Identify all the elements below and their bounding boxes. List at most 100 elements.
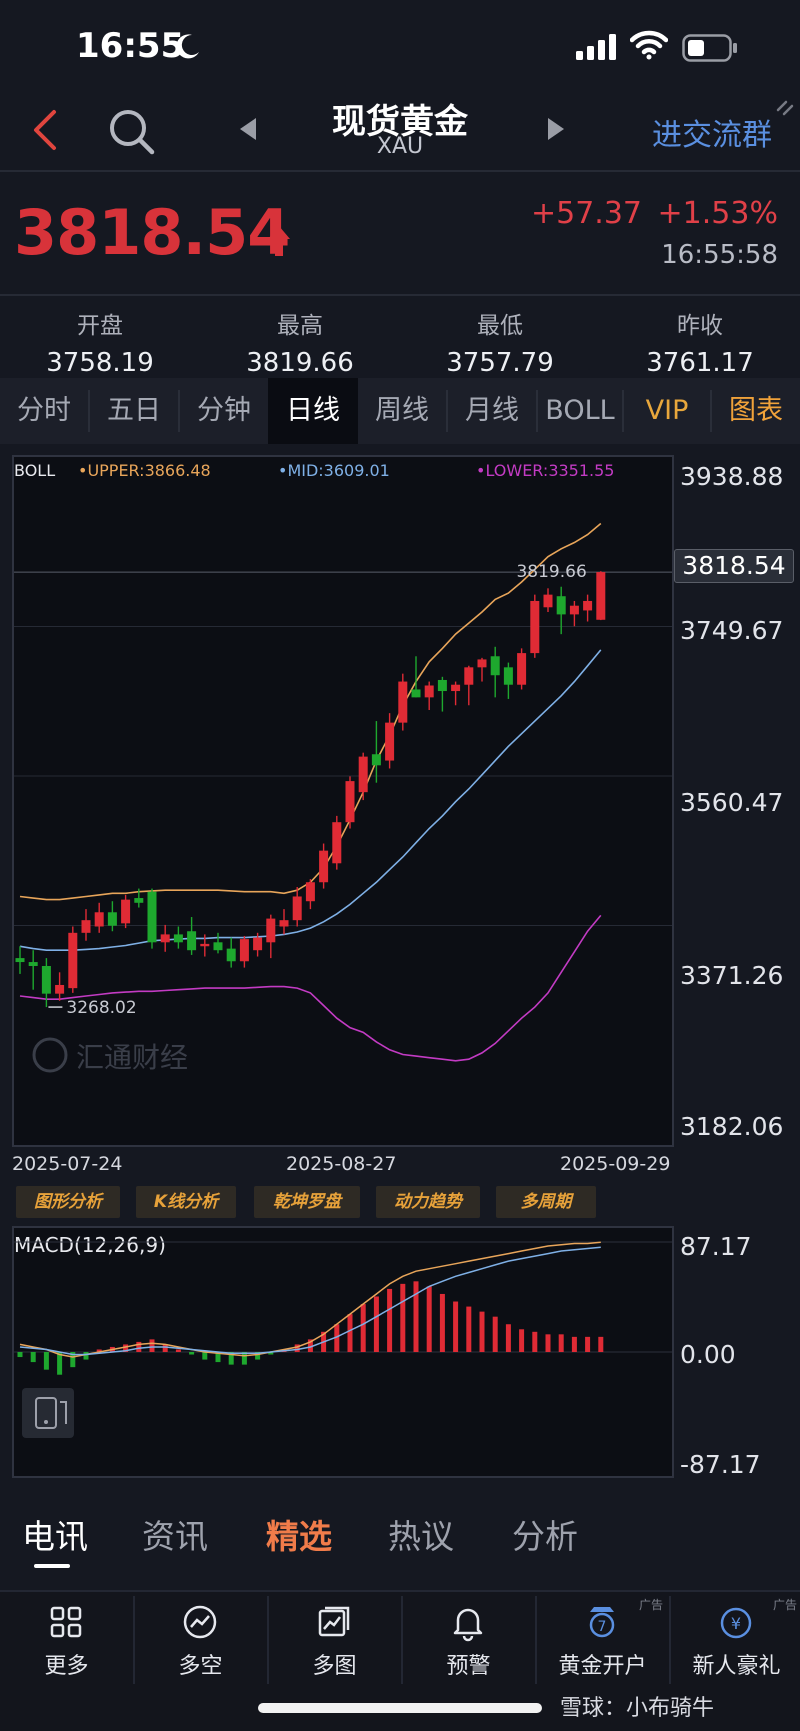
tab-news[interactable]: 资讯: [142, 1517, 208, 1556]
toolbar-label: 预警: [446, 1654, 491, 1679]
candle: [451, 681, 461, 706]
newcomer-gift-button[interactable]: ¥ 广告 新人豪礼: [670, 1592, 800, 1688]
candle-body: [464, 667, 474, 685]
candle: [279, 909, 289, 935]
toolbar-label: 更多: [44, 1654, 89, 1679]
instrument-code: XAU: [376, 134, 424, 159]
period-tabs: 分时 五日 分钟 日线 周线 月线 BOLL VIP 图表: [0, 378, 800, 444]
candle: [121, 894, 131, 929]
kline-plot: BOLL •UPPER:3866.48 •MID:3609.01 •LOWER:…: [14, 461, 672, 1074]
candle-body: [477, 659, 487, 668]
gold-account-icon: 7: [589, 1607, 615, 1638]
tab-hot-discussion[interactable]: 热议: [388, 1517, 454, 1556]
momentum-trend-button[interactable]: 动力趋势: [376, 1186, 480, 1218]
candle-body: [239, 939, 249, 962]
candle-body: [55, 984, 65, 994]
macd-bar: [426, 1286, 432, 1352]
toolbar-divider: [267, 1596, 269, 1684]
toolbar-divider: [669, 1596, 671, 1684]
next-instrument-icon[interactable]: [544, 114, 568, 144]
stat-value: 3758.19: [46, 348, 154, 378]
high-marker-label: 3819.66: [516, 562, 586, 582]
x-tick-label: 2025-08-27: [286, 1153, 397, 1175]
tab-featured[interactable]: 精选: [266, 1517, 332, 1556]
macd-bar: [558, 1334, 564, 1352]
tab-monthly[interactable]: 月线: [465, 395, 519, 426]
candle: [173, 926, 183, 949]
tab-boll[interactable]: BOLL: [545, 395, 615, 426]
tab-chart-settings[interactable]: 图表: [729, 395, 783, 426]
tab-intraday[interactable]: 分时: [17, 395, 71, 426]
stat-value: 3757.79: [446, 348, 554, 378]
search-icon[interactable]: [104, 104, 158, 158]
svg-text:¥: ¥: [731, 1614, 741, 1633]
page-title: 现货黄金: [332, 102, 468, 142]
tab-daily[interactable]: 日线: [268, 378, 358, 444]
alert-button[interactable]: 预警: [402, 1592, 535, 1688]
macd-bar: [439, 1293, 445, 1352]
kline-chart[interactable]: BOLL •UPPER:3866.48 •MID:3609.01 •LOWER:…: [12, 455, 674, 1147]
boll-lower-line: [19, 914, 602, 1062]
grid-icon: [50, 1606, 82, 1638]
candle: [490, 646, 500, 698]
tab-analysis[interactable]: 分析: [512, 1517, 578, 1556]
stat-open: 开盘 3758.19: [0, 306, 200, 378]
long-short-button[interactable]: 多空: [134, 1592, 267, 1688]
macd-histogram: [17, 1281, 604, 1375]
join-group-link[interactable]: 进交流群: [652, 118, 772, 153]
signal-icon: [576, 34, 616, 60]
back-icon[interactable]: [26, 106, 66, 154]
candle: [147, 888, 157, 949]
svg-text:7: 7: [598, 1619, 607, 1635]
stat-high: 最高 3819.66: [200, 306, 400, 378]
status-time: 16:55: [76, 26, 185, 66]
home-indicator[interactable]: [258, 1703, 542, 1713]
boll-mid-line: [19, 649, 602, 952]
macd-bar: [17, 1352, 23, 1358]
macd-bar: [136, 1341, 142, 1352]
candle-body: [187, 931, 197, 951]
active-tab-indicator: [34, 1564, 70, 1568]
macd-chart[interactable]: MACD(12,26,9): [12, 1226, 674, 1478]
low-marker-label: 3268.02: [66, 998, 136, 1018]
macd-bar: [479, 1311, 485, 1352]
prev-instrument-icon[interactable]: [236, 114, 260, 144]
tab-weekly[interactable]: 周线: [375, 395, 429, 426]
multi-chart-button[interactable]: 多图: [268, 1592, 401, 1688]
candle-body: [385, 722, 395, 761]
kline-analysis-button[interactable]: K线分析: [136, 1186, 236, 1218]
y-tick-label: 3749.67: [680, 616, 784, 645]
footer-watermark: 雪球：小布骑牛: [560, 1696, 715, 1721]
compass-button[interactable]: 乾坤罗盘: [254, 1186, 360, 1218]
candle-body: [81, 920, 91, 933]
candle: [81, 909, 91, 941]
candle: [569, 600, 579, 627]
rotate-arrow: [60, 1401, 67, 1424]
tab-five-day[interactable]: 五日: [107, 395, 161, 426]
candle: [94, 902, 104, 933]
stat-low: 最低 3757.79: [400, 306, 600, 378]
gift-money-icon: ¥: [720, 1607, 752, 1639]
y-tick-label: 3938.88: [680, 462, 784, 491]
pattern-analysis-button[interactable]: 图形分析: [16, 1186, 120, 1218]
tab-telegraph[interactable]: 电讯: [22, 1517, 88, 1556]
candle-body: [358, 756, 368, 793]
watermark-text: 汇通财经: [76, 1041, 188, 1074]
divider: [0, 294, 800, 296]
more-button[interactable]: 更多: [0, 1592, 133, 1688]
multi-period-button[interactable]: 多周期: [496, 1186, 596, 1218]
divider: [0, 170, 800, 172]
stat-label: 昨收: [677, 313, 723, 339]
gold-account-button[interactable]: 7 广告 黄金开户: [536, 1592, 669, 1688]
candle-body: [424, 685, 434, 698]
tab-vip[interactable]: VIP: [645, 395, 689, 426]
tab-minute[interactable]: 分钟: [197, 395, 251, 426]
macd-bar: [387, 1288, 393, 1352]
candle-body: [173, 934, 183, 943]
macd-bar: [505, 1324, 511, 1352]
ad-tag: 广告: [638, 1598, 663, 1612]
candle: [28, 950, 38, 990]
candles: [15, 571, 606, 1008]
boll-upper-line: [19, 522, 602, 901]
macd-bar: [70, 1352, 76, 1368]
